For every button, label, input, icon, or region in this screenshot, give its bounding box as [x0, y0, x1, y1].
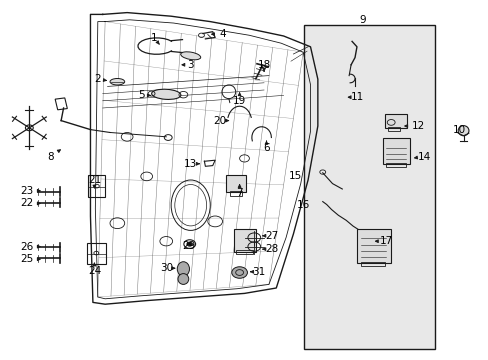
- Bar: [236, 250, 253, 254]
- Text: 20: 20: [213, 116, 226, 126]
- Text: 31: 31: [252, 267, 265, 277]
- Text: 27: 27: [264, 231, 278, 241]
- Text: 19: 19: [232, 96, 246, 106]
- Bar: [304, 25, 434, 349]
- Text: 25: 25: [20, 254, 34, 264]
- Text: 13: 13: [183, 159, 197, 169]
- Bar: [387, 127, 399, 131]
- Bar: [55, 98, 67, 110]
- Bar: [226, 175, 245, 192]
- Bar: [87, 243, 105, 264]
- Text: 5: 5: [138, 90, 145, 100]
- Text: 10: 10: [452, 125, 465, 135]
- Bar: [360, 262, 385, 266]
- Text: 6: 6: [263, 143, 269, 153]
- Bar: [88, 175, 105, 197]
- Bar: [229, 191, 242, 196]
- Text: 8: 8: [47, 152, 54, 162]
- Text: 21: 21: [87, 175, 101, 185]
- Bar: [233, 229, 255, 252]
- Text: 30: 30: [160, 263, 172, 273]
- Text: 1: 1: [150, 33, 157, 43]
- Text: 29: 29: [182, 240, 196, 251]
- Ellipse shape: [457, 126, 468, 136]
- Ellipse shape: [231, 267, 247, 278]
- Ellipse shape: [151, 89, 181, 99]
- Text: 16: 16: [296, 200, 309, 210]
- Text: 15: 15: [288, 171, 302, 181]
- Text: 18: 18: [257, 60, 270, 70]
- Text: 7: 7: [236, 188, 243, 198]
- Text: 26: 26: [20, 242, 34, 252]
- Text: 23: 23: [20, 186, 34, 196]
- Text: 24: 24: [87, 266, 101, 276]
- Bar: [382, 138, 409, 164]
- Text: 17: 17: [379, 236, 392, 246]
- Text: 14: 14: [417, 152, 430, 162]
- Text: 9: 9: [359, 15, 366, 25]
- Ellipse shape: [178, 274, 188, 284]
- Ellipse shape: [110, 78, 124, 85]
- Bar: [385, 114, 407, 128]
- Text: 22: 22: [20, 198, 34, 208]
- Bar: [386, 163, 405, 167]
- Text: 3: 3: [187, 60, 194, 70]
- Text: 12: 12: [410, 121, 424, 131]
- Text: 28: 28: [264, 244, 278, 254]
- Bar: [356, 229, 390, 263]
- Circle shape: [186, 242, 192, 246]
- Text: 4: 4: [219, 29, 225, 39]
- Text: 11: 11: [349, 92, 363, 102]
- Text: 2: 2: [94, 74, 101, 84]
- Ellipse shape: [181, 52, 200, 60]
- Ellipse shape: [177, 262, 189, 276]
